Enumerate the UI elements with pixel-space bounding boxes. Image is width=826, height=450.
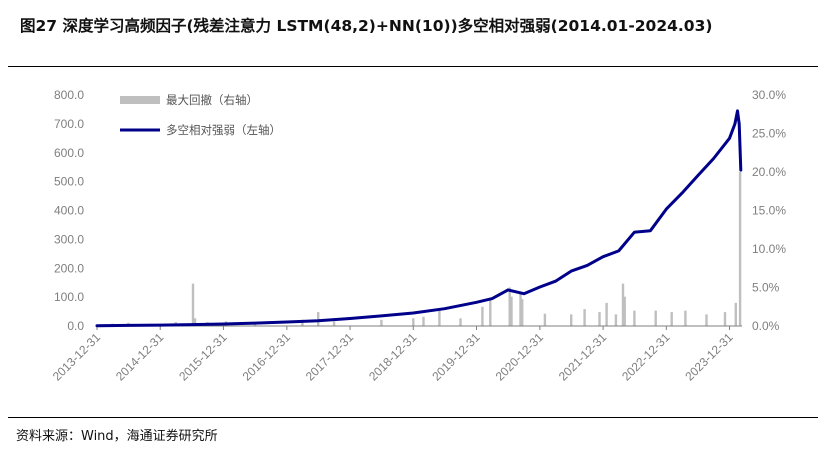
x-axis-tick-label: 2015-12-31	[176, 330, 230, 384]
x-axis-tick-label: 2018-12-31	[366, 330, 420, 384]
x-axis-tick-label: 2017-12-31	[303, 330, 357, 384]
left-axis-tick-label: 500.0	[54, 175, 84, 189]
right-axis-tick-label: 20.0%	[752, 165, 786, 179]
drawdown-bar	[489, 299, 492, 326]
axes: 0.0 100.0 200.0 300.0 400.0 500.0 600.0 700.0 80…	[50, 88, 787, 384]
source-note: 资料来源：Wind，海通证券研究所	[16, 429, 218, 444]
drawdown-bar	[570, 314, 573, 326]
drawdown-bar	[614, 314, 618, 326]
x-axis-tick-label: 2022-12-31	[619, 330, 673, 384]
bottom-rule	[8, 417, 818, 418]
legend: 最大回撤（右轴） 多空相对强弱（左轴）	[120, 93, 281, 137]
left-axis-tick-label: 800.0	[54, 88, 84, 102]
x-axis-tick-label: 2021-12-31	[556, 330, 610, 384]
drawdown-bar	[654, 310, 657, 326]
right-axis-tick-label: 25.0%	[752, 127, 786, 141]
x-axis-tick-label: 2014-12-31	[113, 330, 167, 384]
drawdown-bar	[543, 313, 547, 326]
drawdown-bar	[738, 172, 742, 326]
drawdown-bar	[519, 293, 522, 326]
left-axis-tick-label: 100.0	[54, 290, 84, 304]
drawdown-bar	[684, 310, 687, 326]
drawdown-bar	[723, 312, 727, 326]
x-axis-tick-label: 2020-12-31	[493, 330, 547, 384]
right-axis-tick-label: 5.0%	[752, 281, 780, 295]
drawdown-bar	[510, 296, 513, 326]
drawdown-bar	[583, 309, 586, 326]
drawdown-bar	[422, 316, 425, 326]
long-short-strength-line	[95, 109, 743, 328]
drawdown-bar	[508, 287, 511, 326]
drawdown-bar	[521, 299, 524, 326]
legend-drawdown-label: 最大回撤（右轴）	[166, 93, 258, 107]
x-axis-tick-label: 2016-12-31	[240, 330, 294, 384]
right-axis-tick-label: 10.0%	[752, 242, 786, 256]
left-axis-tick-label: 600.0	[54, 146, 84, 160]
right-axis-tick-label: 30.0%	[752, 88, 786, 102]
right-axis-tick-label: 0.0%	[752, 319, 780, 333]
drawdown-bar	[705, 314, 708, 326]
x-axis-tick-label: 2013-12-31	[50, 330, 104, 384]
right-axis-tick-label: 15.0%	[752, 204, 786, 218]
drawdown-bar	[193, 318, 197, 326]
top-rule	[8, 66, 818, 67]
legend-strength-label: 多空相对强弱（左轴）	[166, 123, 281, 137]
legend-drawdown-swatch	[120, 96, 160, 104]
drawdown-bar	[459, 318, 462, 326]
drawdown-bar	[598, 312, 601, 326]
drawdown-bar	[734, 302, 737, 326]
x-axis-tick-label: 2019-12-31	[429, 330, 483, 384]
left-axis-tick-label: 0.0	[67, 319, 84, 333]
left-axis-tick-label: 400.0	[54, 204, 84, 218]
drawdown-bar	[332, 321, 336, 326]
x-axis-tick-label: 2023-12-31	[682, 330, 736, 384]
drawdown-bar	[191, 283, 195, 326]
drawdown-bars	[111, 172, 742, 327]
drawdown-bar	[481, 306, 484, 327]
drawdown-bar	[633, 310, 636, 326]
drawdown-bar	[438, 310, 441, 326]
left-axis-tick-label: 700.0	[54, 117, 84, 131]
drawdown-bar	[317, 312, 320, 326]
left-axis-tick-label: 200.0	[54, 261, 84, 275]
chart-title: 图27 深度学习高频因子(残差注意力 LSTM(48,2)+NN(10))多空相…	[20, 17, 713, 35]
left-axis-tick-label: 300.0	[54, 232, 84, 246]
drawdown-bar	[605, 302, 608, 326]
drawdown-bar	[670, 312, 673, 326]
drawdown-bar	[412, 318, 415, 326]
drawdown-bar	[380, 319, 383, 326]
drawdown-bar	[621, 283, 625, 326]
drawdown-bar	[623, 296, 626, 326]
